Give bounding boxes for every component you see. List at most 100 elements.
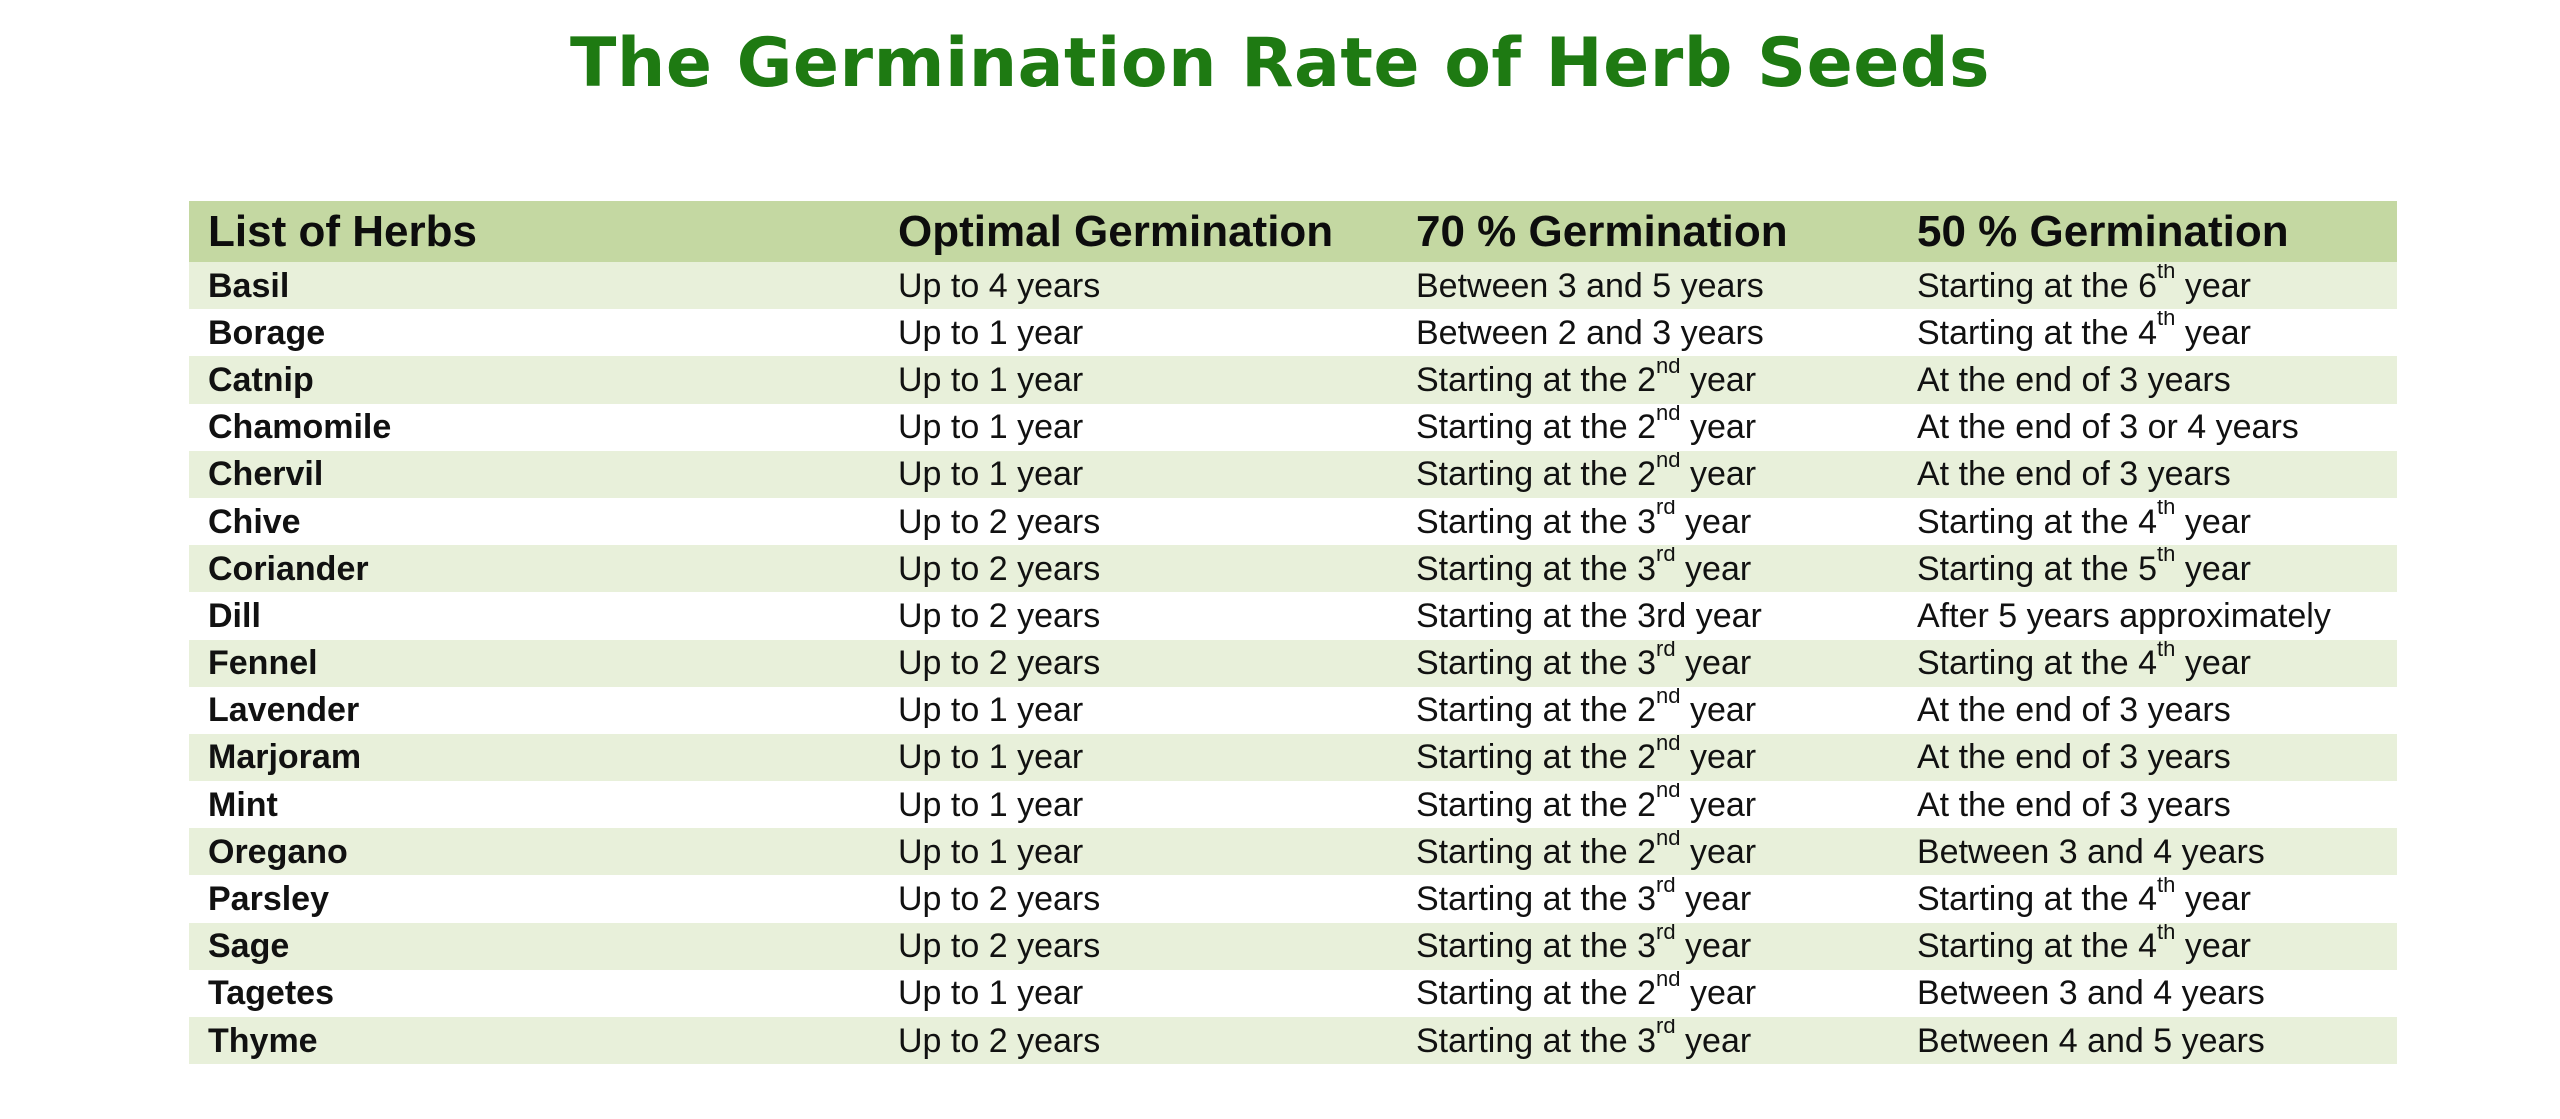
cell-text: Starting at the 2 — [1416, 408, 1657, 447]
cell-text: At the end of 3 years — [1917, 691, 2231, 730]
table-row: Mint Up to 1 year Starting at the 2nd year… — [189, 781, 2397, 829]
cell-text: Starting at the 4 — [1917, 313, 2158, 352]
optimal-germination-cell: Up to 2 years — [898, 927, 1101, 966]
table-row: Oregano Up to 1 year Starting at the 2nd y… — [189, 828, 2397, 876]
cell-text: At the end of 3 years — [1917, 455, 2231, 494]
cell-text: Starting at the 3 — [1416, 927, 1657, 966]
cell-text-suffix: year — [1680, 785, 1757, 824]
ordinal-suffix: nd — [1656, 357, 1681, 378]
ordinal-suffix: nd — [1656, 452, 1681, 473]
germination-70-cell: Starting at the 2nd year — [1397, 405, 1898, 449]
cell-text: Between 3 and 4 years — [1917, 974, 2265, 1013]
table-row: Basil Up to 4 years Between 3 and 5 years S… — [189, 262, 2397, 310]
herb-name-cell: Basil — [208, 266, 290, 305]
germination-70-cell: Starting at the 2nd year — [1397, 971, 1898, 1015]
germination-50-cell: Starting at the 4th year — [1898, 924, 2397, 968]
table-row: Fennel Up to 2 years Starting at the 3rd y… — [189, 639, 2397, 687]
table-row: Thyme Up to 2 years Starting at the 3rd ye… — [189, 1017, 2397, 1065]
germination-70-cell: Starting at the 3rd year — [1397, 641, 1898, 685]
column-header-70-percent: 70 % Germination — [1416, 206, 1788, 256]
optimal-germination-cell: Up to 1 year — [898, 455, 1084, 494]
germination-70-cell: Starting at the 3rd year — [1397, 877, 1898, 921]
germination-70-cell: Starting at the 2nd year — [1397, 830, 1898, 874]
cell-text: Starting at the 4 — [1917, 644, 2158, 683]
germination-70-cell: Starting at the 2nd year — [1397, 783, 1898, 827]
cell-text: Starting at the 2 — [1416, 360, 1657, 399]
table-row: Tagetes Up to 1 year Starting at the 2nd y… — [189, 969, 2397, 1017]
table-row: Coriander Up to 2 years Starting at the 3r… — [189, 545, 2397, 593]
table-row: Chervil Up to 1 year Starting at the 2nd y… — [189, 450, 2397, 498]
ordinal-suffix: rd — [1656, 499, 1676, 520]
germination-50-cell: At the end of 3 years — [1898, 735, 2397, 779]
cell-text: Starting at the 3rd year — [1416, 596, 1762, 635]
cell-text-suffix: year — [1675, 502, 1752, 541]
germination-70-cell: Starting at the 3rd year — [1397, 924, 1898, 968]
table-row: Lavender Up to 1 year Starting at the 2nd … — [189, 686, 2397, 734]
cell-text-suffix: year — [1680, 832, 1757, 871]
germination-50-cell: Starting at the 4th year — [1898, 311, 2397, 355]
cell-text: Starting at the 3 — [1416, 644, 1657, 683]
germination-50-cell: Starting at the 6th year — [1898, 264, 2397, 308]
cell-text-suffix: year — [1680, 455, 1757, 494]
cell-text: Starting at the 2 — [1416, 738, 1657, 777]
herb-name-cell: Marjoram — [208, 738, 362, 777]
germination-70-cell: Starting at the 2nd year — [1397, 358, 1898, 402]
optimal-germination-cell: Up to 1 year — [898, 691, 1084, 730]
ordinal-suffix: nd — [1656, 971, 1681, 992]
germination-50-cell: At the end of 3 years — [1898, 783, 2397, 827]
cell-text: Starting at the 4 — [1917, 502, 2158, 541]
ordinal-suffix: nd — [1656, 688, 1681, 708]
cell-text-suffix: year — [2175, 502, 2251, 541]
herb-name-cell: Thyme — [208, 1021, 318, 1060]
cell-text: Starting at the 3 — [1416, 502, 1657, 541]
cell-text-suffix: year — [1680, 360, 1757, 399]
cell-text: Starting at the 2 — [1416, 785, 1657, 824]
optimal-germination-cell: Up to 2 years — [898, 596, 1101, 635]
cell-text: At the end of 3 years — [1917, 360, 2231, 399]
germination-70-cell: Starting at the 2nd year — [1397, 452, 1898, 496]
cell-text-suffix: year — [2175, 549, 2251, 588]
germination-70-cell: Starting at the 3rd year — [1397, 1019, 1898, 1063]
optimal-germination-cell: Up to 1 year — [898, 974, 1084, 1013]
herb-name-cell: Fennel — [208, 644, 318, 683]
cell-text-suffix: year — [1680, 738, 1757, 777]
table-row: Chive Up to 2 years Starting at the 3rd ye… — [189, 497, 2397, 546]
page-title: The Germination Rate of Herb Seeds — [570, 24, 1990, 103]
herb-name-cell: Chive — [208, 502, 301, 541]
herb-name-cell: Coriander — [208, 549, 369, 588]
ordinal-suffix: rd — [1656, 546, 1676, 567]
cell-text: Starting at the 3 — [1416, 880, 1657, 919]
ordinal-suffix: rd — [1656, 924, 1676, 944]
cell-text-suffix: year — [2175, 266, 2251, 305]
table-body: Basil Up to 4 years Between 3 and 5 years S… — [189, 262, 2397, 1065]
ordinal-suffix: th — [2157, 263, 2176, 284]
optimal-germination-cell: Up to 1 year — [898, 408, 1084, 447]
cell-text-suffix: year — [2175, 644, 2251, 683]
germination-50-cell: At the end of 3 years — [1898, 358, 2397, 402]
germination-70-cell: Starting at the 3rd year — [1397, 500, 1898, 544]
cell-text-suffix: year — [2175, 927, 2251, 966]
cell-text: Starting at the 2 — [1416, 455, 1657, 494]
cell-text-suffix: year — [1675, 880, 1752, 919]
ordinal-suffix: th — [2157, 499, 2176, 520]
germination-50-cell: Between 3 and 4 years — [1898, 830, 2397, 874]
optimal-germination-cell: Up to 2 years — [898, 880, 1101, 919]
germination-50-cell: Between 4 and 5 years — [1898, 1019, 2397, 1063]
ordinal-suffix: nd — [1656, 735, 1681, 756]
cell-text-suffix: year — [1675, 927, 1752, 966]
ordinal-suffix: th — [2157, 924, 2176, 944]
germination-50-cell: At the end of 3 or 4 years — [1898, 405, 2397, 449]
herb-name-cell: Borage — [208, 313, 326, 352]
column-header-optimal: Optimal Germination — [898, 206, 1334, 256]
germination-50-cell: At the end of 3 years — [1898, 688, 2397, 732]
cell-text: Starting at the 2 — [1416, 691, 1657, 730]
ordinal-suffix: rd — [1656, 877, 1676, 897]
optimal-germination-cell: Up to 2 years — [898, 644, 1101, 683]
optimal-germination-cell: Up to 1 year — [898, 738, 1084, 777]
herb-name-cell: Catnip — [208, 360, 314, 399]
optimal-germination-cell: Up to 1 year — [898, 313, 1084, 352]
herb-name-cell: Parsley — [208, 880, 329, 919]
optimal-germination-cell: Up to 1 year — [898, 785, 1084, 824]
ordinal-suffix: rd — [1656, 1018, 1676, 1039]
germination-50-cell: At the end of 3 years — [1898, 452, 2397, 496]
